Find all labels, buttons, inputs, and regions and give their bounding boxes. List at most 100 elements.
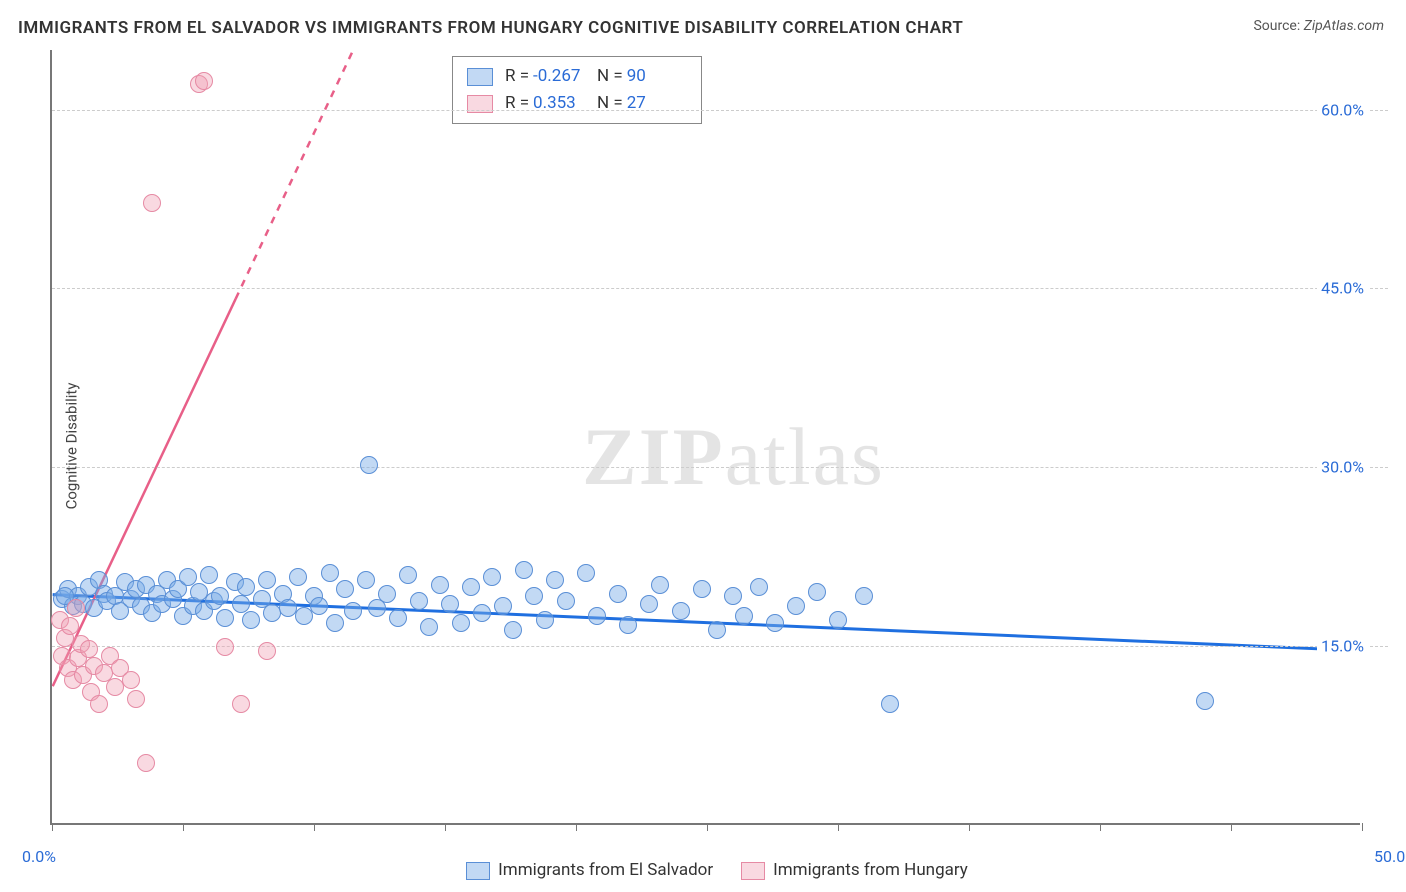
- data-point: [122, 671, 140, 689]
- data-point: [557, 592, 575, 610]
- data-point: [80, 640, 98, 658]
- gridline: [52, 467, 1388, 468]
- data-point: [360, 456, 378, 474]
- x-tick: [445, 823, 446, 831]
- x-tick: [183, 823, 184, 831]
- data-point: [336, 580, 354, 598]
- data-point: [211, 587, 229, 605]
- chart-title: IMMIGRANTS FROM EL SALVADOR VS IMMIGRANT…: [18, 18, 963, 38]
- x-tick: [1100, 823, 1101, 831]
- data-point: [90, 695, 108, 713]
- y-tick-label: 60.0%: [1317, 100, 1368, 119]
- data-point: [420, 618, 438, 636]
- data-point: [855, 587, 873, 605]
- data-point: [735, 607, 753, 625]
- data-point: [258, 642, 276, 660]
- data-point: [787, 597, 805, 615]
- data-point: [693, 580, 711, 598]
- x-tick: [969, 823, 970, 831]
- data-point: [295, 607, 313, 625]
- stats-row: R =-0.267N =90: [467, 63, 687, 90]
- data-point: [237, 578, 255, 596]
- legend-swatch: [467, 68, 493, 86]
- y-tick-label: 30.0%: [1317, 458, 1368, 477]
- x-tick: [52, 823, 53, 831]
- data-point: [389, 609, 407, 627]
- data-point: [536, 611, 554, 629]
- data-point: [462, 578, 480, 596]
- data-point: [143, 194, 161, 212]
- data-point: [708, 621, 726, 639]
- stat-n-value: 27: [627, 90, 687, 117]
- data-point: [609, 585, 627, 603]
- data-point: [67, 599, 85, 617]
- data-point: [1196, 692, 1214, 710]
- data-point: [473, 604, 491, 622]
- data-point: [137, 754, 155, 772]
- legend-label: Immigrants from Hungary: [773, 860, 968, 880]
- data-point: [61, 617, 79, 635]
- data-point: [289, 568, 307, 586]
- data-point: [357, 571, 375, 589]
- x-tick: [1362, 823, 1363, 831]
- data-point: [546, 571, 564, 589]
- data-point: [494, 597, 512, 615]
- x-tick: [838, 823, 839, 831]
- data-point: [399, 566, 417, 584]
- legend-swatch: [466, 862, 490, 880]
- data-point: [195, 72, 213, 90]
- x-tick: [576, 823, 577, 831]
- data-point: [232, 695, 250, 713]
- gridline: [52, 288, 1388, 289]
- stat-n-label: N =: [597, 66, 623, 86]
- data-point: [310, 597, 328, 615]
- data-point: [504, 621, 522, 639]
- stat-n-value: 90: [627, 63, 687, 90]
- data-point: [216, 609, 234, 627]
- y-tick-label: 45.0%: [1317, 279, 1368, 298]
- data-point: [431, 576, 449, 594]
- source-label: Source:: [1253, 18, 1300, 34]
- data-point: [672, 602, 690, 620]
- data-point: [321, 564, 339, 582]
- series-legend: Immigrants from El Salvador Immigrants fr…: [0, 860, 1406, 880]
- stat-r-value: 0.353: [533, 90, 593, 117]
- x-tick: [1231, 823, 1232, 831]
- data-point: [410, 592, 428, 610]
- legend-swatch: [741, 862, 765, 880]
- data-point: [258, 571, 276, 589]
- data-point: [829, 611, 847, 629]
- data-point: [232, 595, 250, 613]
- data-point: [200, 566, 218, 584]
- data-point: [216, 638, 234, 656]
- data-point: [724, 587, 742, 605]
- data-point: [326, 614, 344, 632]
- data-point: [441, 595, 459, 613]
- x-tick: [314, 823, 315, 831]
- data-point: [515, 561, 533, 579]
- data-point: [525, 587, 543, 605]
- data-point: [242, 611, 260, 629]
- data-point: [766, 614, 784, 632]
- data-point: [378, 585, 396, 603]
- data-point: [619, 616, 637, 634]
- data-point: [452, 614, 470, 632]
- y-tick-label: 15.0%: [1317, 637, 1368, 656]
- watermark: ZIPatlas: [582, 410, 885, 504]
- x-tick: [707, 823, 708, 831]
- data-point: [651, 576, 669, 594]
- data-point: [808, 583, 826, 601]
- gridline: [52, 646, 1388, 647]
- data-point: [344, 602, 362, 620]
- source-attribution: Source: ZipAtlas.com: [1253, 18, 1384, 34]
- data-point: [483, 568, 501, 586]
- legend-label: Immigrants from El Salvador: [498, 860, 713, 880]
- data-point: [588, 607, 606, 625]
- data-point: [750, 578, 768, 596]
- stats-row: R =0.353N =27: [467, 90, 687, 117]
- stats-legend: R =-0.267N =90R =0.353N =27: [452, 56, 702, 124]
- data-point: [640, 595, 658, 613]
- chart-plot-area: ZIPatlas R =-0.267N =90R =0.353N =27 15.…: [50, 50, 1360, 825]
- stat-r-value: -0.267: [533, 63, 593, 90]
- data-point: [577, 564, 595, 582]
